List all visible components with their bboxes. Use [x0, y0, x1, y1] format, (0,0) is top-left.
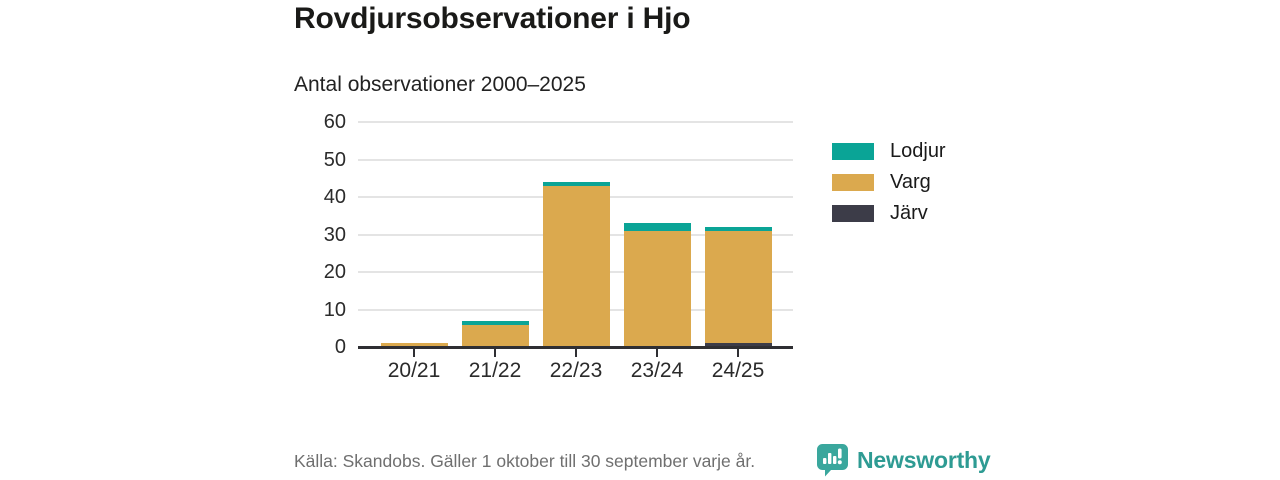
- gridline-y-60: [358, 121, 793, 123]
- bar-segment-lodjur-21/22: [461, 320, 529, 325]
- bar-segment-lodjur-24/25: [704, 227, 772, 231]
- x-axis-tick-20/21: [413, 349, 415, 357]
- bar-segment-varg-20/21: [380, 343, 448, 347]
- legend-swatch-lodjur: [832, 142, 874, 160]
- y-axis-label-20: 20: [323, 261, 346, 283]
- legend-item-lodjur: Lodjur: [832, 140, 946, 162]
- plot-area: 0 10 20 30 40 50 60 20/21 21/22 22/23 23/24 24/25: [324, 111, 793, 382]
- legend-item-varg: Varg: [832, 171, 946, 193]
- x-axis-label-21/22: 21/22: [468, 359, 522, 382]
- legend-item-järv: Järv: [832, 202, 946, 224]
- legend-label-varg: Varg: [890, 171, 931, 193]
- y-axis-label-40: 40: [323, 186, 346, 208]
- y-axis-label-60: 60: [323, 111, 346, 133]
- bar-segment-varg-22/23: [542, 185, 610, 347]
- newsworthy-wordmark: Newsworthy: [857, 446, 991, 473]
- x-axis-label-22/23: 22/23: [549, 359, 603, 382]
- newsworthy-chart-bubble-icon: [817, 444, 848, 477]
- y-axis-label-50: 50: [323, 148, 346, 171]
- bar-segment-varg-23/24: [623, 230, 691, 347]
- legend-swatch-järv: [832, 204, 874, 222]
- bar-segment-varg-21/22: [461, 324, 529, 347]
- x-axis-label-24/25: 24/25: [711, 359, 765, 382]
- bar-segment-varg-24/25: [704, 230, 772, 344]
- bar-segment-lodjur-23/24: [623, 223, 691, 231]
- gridline-y-50: [358, 158, 793, 161]
- bar-segment-lodjur-22/23: [542, 182, 610, 186]
- legend-swatch-varg: [832, 173, 874, 191]
- x-axis-tick-24/25: [737, 349, 739, 357]
- x-axis-tick-21/22: [494, 349, 496, 357]
- y-axis-label-10: 10: [323, 298, 346, 321]
- y-axis-label-0: 0: [334, 336, 346, 358]
- chart-subtitle: Antal observationer 2000–2025: [294, 73, 586, 96]
- bar-segment-järv-24/25: [704, 343, 772, 347]
- x-axis-label-23/24: 23/24: [630, 359, 684, 382]
- x-axis-line: [358, 346, 793, 349]
- x-axis-tick-22/23: [575, 349, 577, 357]
- newsworthy-logo: Newsworthy: [816, 443, 991, 477]
- legend: Lodjur Varg Järv: [832, 140, 946, 224]
- legend-label-lodjur: Lodjur: [890, 140, 946, 162]
- x-axis-tick-23/24: [656, 349, 658, 357]
- source-note: Källa: Skandobs. Gäller 1 oktober till 3…: [294, 451, 756, 471]
- y-axis-label-30: 30: [323, 223, 346, 246]
- chart-title: Rovdjursobservationer i Hjo: [294, 2, 691, 35]
- legend-label-järv: Järv: [890, 202, 928, 224]
- x-axis-label-20/21: 20/21: [387, 359, 441, 382]
